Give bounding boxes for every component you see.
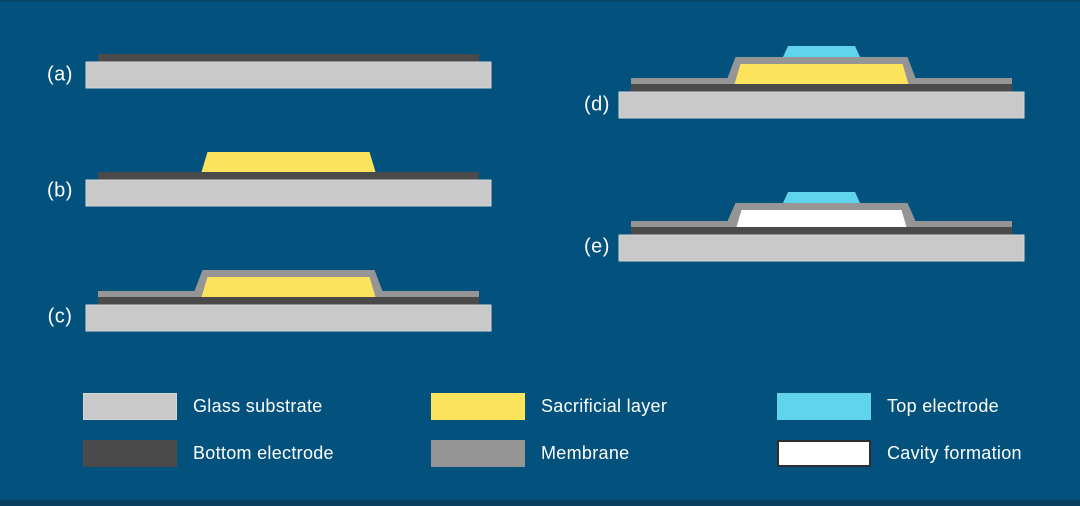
legend-swatch-sacrificial-layer bbox=[431, 393, 525, 420]
legend-label-bottom-electrode: Bottom electrode bbox=[193, 443, 334, 463]
step-c-bottom-electrode bbox=[98, 297, 479, 305]
step-c-sacrificial-layer bbox=[201, 277, 376, 297]
step-a-label: (a) bbox=[47, 63, 73, 86]
legend-label-glass-substrate: Glass substrate bbox=[193, 396, 323, 416]
step-a-bottom-electrode bbox=[98, 54, 479, 62]
top-edge bbox=[0, 0, 1080, 2]
legend-label-cavity-formation: Cavity formation bbox=[887, 443, 1022, 463]
step-b-bottom-electrode bbox=[98, 172, 479, 180]
legend-item-bottom-electrode: Bottom electrode bbox=[83, 440, 334, 467]
step-d-top-electrode bbox=[783, 46, 860, 57]
legend-label-sacrificial-layer: Sacrificial layer bbox=[541, 396, 668, 416]
legend-swatch-top-electrode bbox=[777, 393, 871, 420]
step-e-top-electrode bbox=[783, 192, 860, 203]
step-d-bottom-electrode bbox=[631, 84, 1012, 92]
step-b-label: (b) bbox=[47, 179, 73, 202]
bottom-edge bbox=[0, 500, 1080, 506]
process-diagram bbox=[85, 46, 1025, 332]
legend-item-glass-substrate: Glass substrate bbox=[83, 393, 323, 420]
step-b-diagram bbox=[85, 152, 492, 207]
step-d-diagram bbox=[618, 46, 1025, 119]
step-c-diagram bbox=[85, 270, 492, 332]
step-b-glass-substrate bbox=[85, 179, 492, 207]
step-a-diagram bbox=[85, 54, 492, 89]
legend-item-top-electrode: Top electrode bbox=[777, 393, 999, 420]
legend-item-cavity-formation: Cavity formation bbox=[777, 440, 1022, 467]
step-c-glass-substrate bbox=[85, 304, 492, 332]
step-e-label: (e) bbox=[584, 235, 610, 258]
legend-label-top-electrode: Top electrode bbox=[887, 396, 999, 416]
legend-swatch-membrane bbox=[431, 440, 525, 467]
legend-swatch-glass-substrate bbox=[83, 393, 177, 420]
step-c-label: (c) bbox=[47, 305, 73, 328]
legend-swatch-cavity-formation bbox=[777, 440, 871, 467]
legend-label-membrane: Membrane bbox=[541, 443, 630, 463]
step-e-cavity bbox=[736, 210, 907, 227]
step-d-label: (d) bbox=[584, 93, 610, 116]
step-e-bottom-electrode bbox=[631, 227, 1012, 235]
step-a-glass-substrate bbox=[85, 61, 492, 89]
step-d-glass-substrate bbox=[618, 91, 1025, 119]
step-d-sacrificial-layer bbox=[734, 64, 909, 84]
step-b-sacrificial-layer bbox=[201, 152, 376, 172]
legend-swatch-bottom-electrode bbox=[83, 440, 177, 467]
legend-item-sacrificial-layer: Sacrificial layer bbox=[431, 393, 667, 420]
step-e-diagram bbox=[618, 192, 1025, 262]
step-e-glass-substrate bbox=[618, 234, 1025, 262]
legend-item-membrane: Membrane bbox=[431, 440, 629, 467]
